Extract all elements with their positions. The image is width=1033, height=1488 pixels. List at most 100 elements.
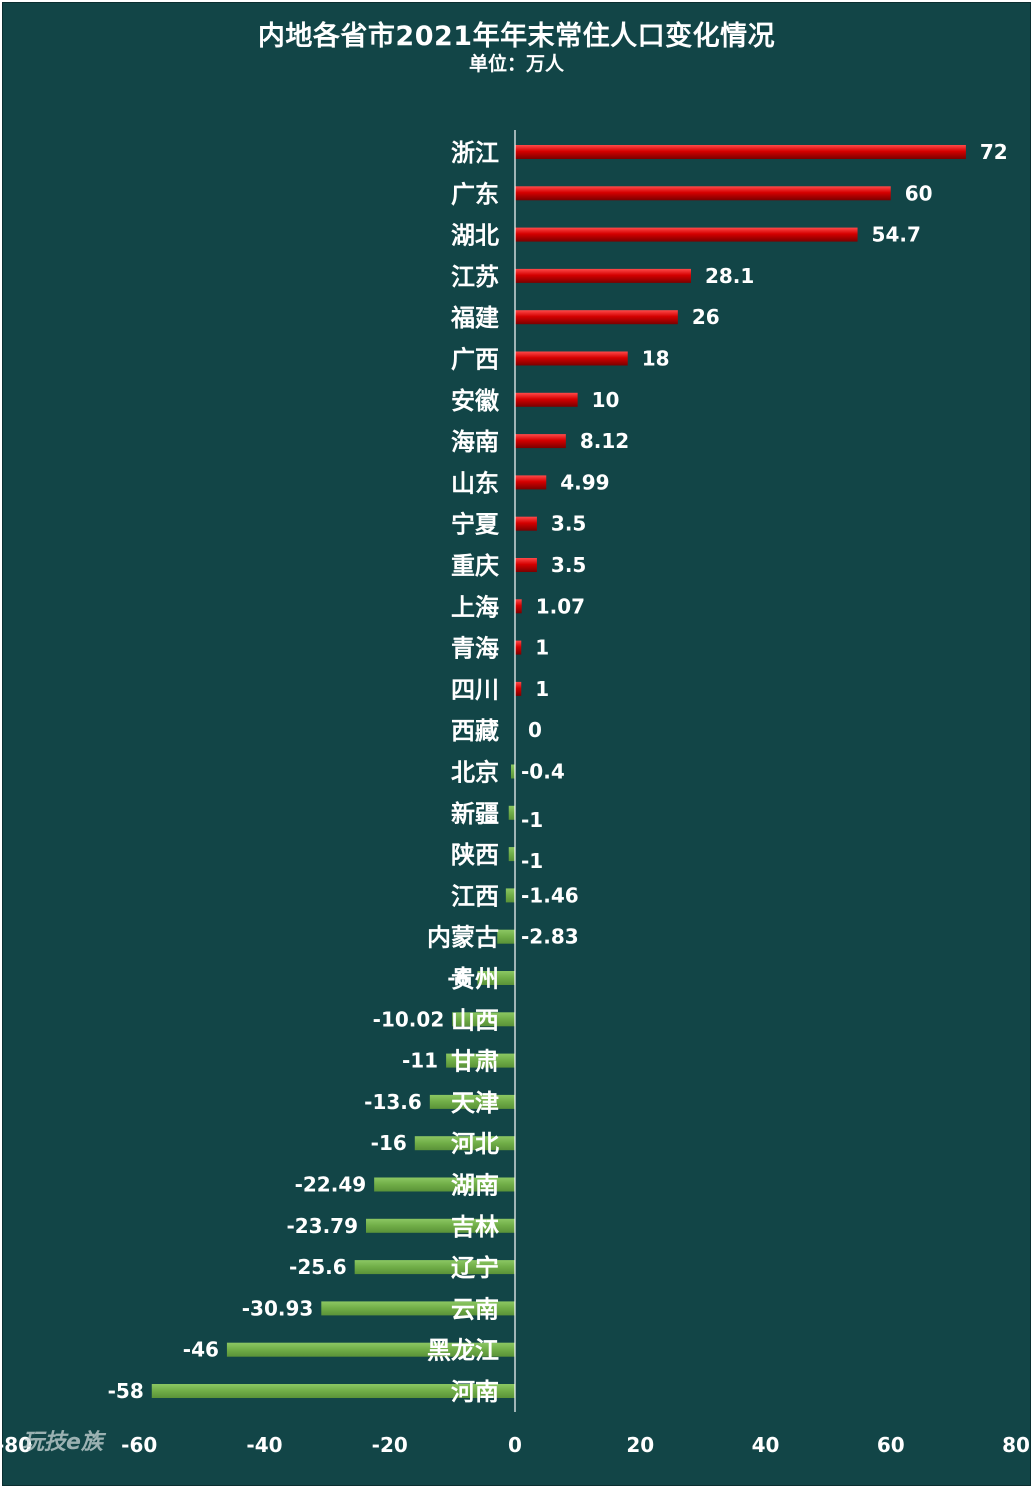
value-label: -11 (402, 1049, 438, 1073)
category-label: 安徽 (451, 387, 500, 415)
x-tick-label: -80 (0, 1433, 32, 1457)
value-label: 18 (642, 347, 670, 371)
value-label: 8.12 (580, 429, 629, 453)
chart-title: 内地各省市2021年年末常住人口变化情况 (257, 21, 776, 52)
category-label: 山西 (451, 1006, 499, 1034)
value-label: 72 (980, 140, 1008, 164)
category-label: 福建 (450, 304, 499, 332)
bar-江苏 (515, 268, 691, 283)
bar-甘肃 (446, 1053, 515, 1068)
category-label: 重庆 (451, 552, 499, 580)
bar-北京 (511, 764, 515, 779)
category-label: 青海 (451, 635, 499, 663)
value-label: 3.5 (551, 553, 586, 577)
value-label: -6 (447, 966, 469, 990)
category-label: 西藏 (451, 717, 499, 745)
bar-河南 (151, 1384, 515, 1398)
value-label: 28.1 (705, 264, 754, 288)
category-label: 内蒙古 (427, 924, 499, 952)
bar-广东 (515, 186, 891, 201)
value-label: 26 (692, 305, 720, 329)
value-label: -1.46 (521, 883, 579, 907)
value-label: -58 (108, 1379, 144, 1403)
x-tick-label: -60 (121, 1433, 157, 1457)
value-label: -30.93 (242, 1296, 314, 1320)
value-label: 10 (592, 388, 620, 412)
watermark-logo: 玩技e族 (22, 1430, 103, 1455)
bar-重庆 (515, 558, 537, 572)
bar-吉林 (366, 1218, 515, 1233)
value-label: 1.07 (536, 594, 585, 618)
category-label: 辽宁 (451, 1254, 499, 1282)
bar-新疆 (508, 805, 515, 820)
category-label: 北京 (451, 759, 499, 787)
x-tick-label: 20 (626, 1433, 654, 1457)
bar-湖北 (515, 227, 858, 242)
bar-贵州 (477, 971, 515, 985)
category-label: 云南 (451, 1295, 499, 1323)
category-label: 宁夏 (451, 511, 500, 539)
value-label: 54.7 (872, 223, 921, 247)
bar-天津 (429, 1094, 515, 1109)
category-label: 河北 (451, 1130, 499, 1158)
x-tick-label: 80 (1002, 1433, 1030, 1457)
x-tick-label: 40 (752, 1433, 780, 1457)
category-label: 江西 (451, 882, 499, 910)
bar-黑龙江 (226, 1342, 516, 1357)
category-label: 广西 (451, 346, 499, 374)
category-label: 天津 (451, 1089, 499, 1117)
bar-江西 (505, 888, 515, 903)
bar-云南 (321, 1301, 515, 1316)
x-tick-label: 0 (508, 1433, 522, 1457)
value-label: -16 (371, 1131, 407, 1155)
value-label: 1 (535, 636, 549, 660)
bar-浙江 (515, 145, 966, 159)
category-label: 吉林 (451, 1213, 499, 1241)
bar-上海 (515, 599, 522, 614)
category-label: 四川 (451, 676, 499, 704)
bar-海南 (515, 434, 566, 449)
value-label: -10.02 (373, 1007, 445, 1031)
bar-辽宁 (354, 1260, 515, 1275)
x-tick-label: -40 (246, 1433, 282, 1457)
category-label: 陕西 (451, 841, 499, 869)
category-label: 河南 (451, 1378, 499, 1406)
category-label: 海南 (451, 428, 499, 456)
bar-福建 (515, 310, 678, 325)
value-label: 3.5 (551, 512, 586, 536)
bar-安徽 (515, 392, 578, 407)
category-label: 黑龙江 (427, 1337, 499, 1365)
category-label: 贵州 (451, 965, 499, 993)
bar-山东 (515, 475, 547, 490)
category-label: 山东 (451, 469, 499, 497)
bar-宁夏 (515, 516, 537, 531)
x-tick-label: 60 (877, 1433, 905, 1457)
category-label: 湖北 (451, 222, 499, 250)
value-label: 0 (528, 718, 542, 742)
category-label: 上海 (451, 593, 499, 621)
bar-山西 (452, 1012, 515, 1027)
value-label: -22.49 (295, 1173, 367, 1197)
category-label: 浙江 (451, 139, 499, 167)
category-label: 新疆 (451, 800, 499, 828)
category-label: 江苏 (451, 263, 499, 291)
chart-subtitle: 单位：万人 (468, 53, 564, 75)
bar-湖南 (374, 1177, 515, 1192)
value-label: -2.83 (521, 925, 579, 949)
value-label: -1 (521, 808, 543, 832)
bar-河北 (414, 1136, 515, 1151)
value-label: -25.6 (289, 1255, 347, 1279)
value-label: -13.6 (364, 1090, 422, 1114)
bar-四川 (515, 681, 522, 696)
bar-广西 (515, 351, 628, 366)
value-label: -0.4 (521, 760, 565, 784)
bar-陕西 (508, 847, 515, 862)
value-label: 4.99 (560, 470, 609, 494)
category-label: 甘肃 (451, 1048, 499, 1076)
bar-青海 (515, 640, 522, 655)
value-label: -46 (183, 1338, 219, 1362)
category-label: 广东 (451, 180, 499, 208)
category-label: 湖南 (451, 1172, 499, 1200)
